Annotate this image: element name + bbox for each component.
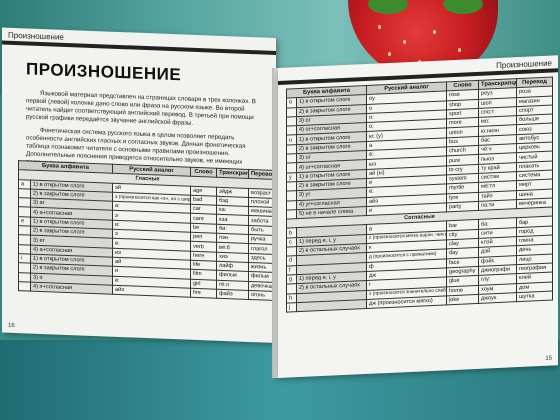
seed xyxy=(458,48,461,52)
seed xyxy=(403,40,406,44)
row-letter xyxy=(286,190,297,201)
row-letter xyxy=(18,281,31,292)
row-letter: c xyxy=(286,237,297,248)
row-letter: e xyxy=(18,216,31,227)
chapter-title: ПРОИЗНОШЕНИЕ xyxy=(26,59,182,85)
row-letter: y xyxy=(286,172,297,183)
leaf-shape xyxy=(443,0,483,14)
row-letter xyxy=(286,209,297,220)
pronunciation-table-right: Буква алфавита Русский аналог Слово Тран… xyxy=(286,77,553,313)
seed xyxy=(388,52,391,56)
row-letter xyxy=(286,200,297,210)
seed xyxy=(378,25,381,29)
book-gutter xyxy=(272,68,282,378)
row-letter: h xyxy=(286,293,297,303)
row-letter xyxy=(286,181,297,192)
left-page: Произношение ПРОИЗНОШЕНИЕ Языковой матер… xyxy=(2,27,276,344)
row-russian-analog: айэ xyxy=(112,285,191,298)
row-letter xyxy=(286,125,297,136)
row-letter: u xyxy=(286,135,297,145)
row-letter: f xyxy=(286,265,297,276)
row-letter xyxy=(286,116,297,127)
row-word: fire xyxy=(190,288,217,299)
leaf-shape xyxy=(368,0,408,14)
row-transcription: файэ xyxy=(216,289,249,300)
row-letter: g xyxy=(286,274,297,285)
row-letter: d xyxy=(286,256,297,266)
row-condition: 4) ir+согласная xyxy=(30,281,113,295)
row-letter xyxy=(18,244,31,255)
row-letter xyxy=(18,188,31,199)
row-condition xyxy=(296,299,367,312)
row-translation: шутка xyxy=(516,290,553,302)
row-letter: b xyxy=(286,228,297,238)
row-letter xyxy=(18,262,31,273)
row-letter xyxy=(286,107,297,118)
row-letter: a xyxy=(18,179,31,189)
intro-paragraph: Языковой материал представлен на страниц… xyxy=(26,89,256,127)
row-letter xyxy=(286,163,297,173)
row-letter xyxy=(286,153,297,164)
row-transcription: джоук xyxy=(478,292,517,304)
row-letter xyxy=(286,144,297,155)
seed xyxy=(433,30,436,34)
row-letter xyxy=(18,225,31,236)
row-letter xyxy=(18,197,31,208)
row-letter: o xyxy=(286,97,297,108)
right-page: Произношение Буква алфавита Русский анал… xyxy=(278,55,558,378)
open-book: Произношение ПРОИЗНОШЕНИЕ Языковой матер… xyxy=(2,27,558,378)
page-number: 16 xyxy=(8,322,15,329)
row-letter xyxy=(18,234,31,245)
row-word: joke xyxy=(446,294,479,305)
row-letter: j xyxy=(286,302,297,313)
vowel-table-left: Буква алфавита Русский аналог Слово Тран… xyxy=(18,160,276,301)
row-letter xyxy=(286,246,297,257)
row-letter xyxy=(18,207,31,217)
row-letter xyxy=(18,272,31,282)
row-letter: i xyxy=(18,253,31,264)
page-number: 15 xyxy=(545,355,552,362)
row-letter xyxy=(286,283,297,294)
